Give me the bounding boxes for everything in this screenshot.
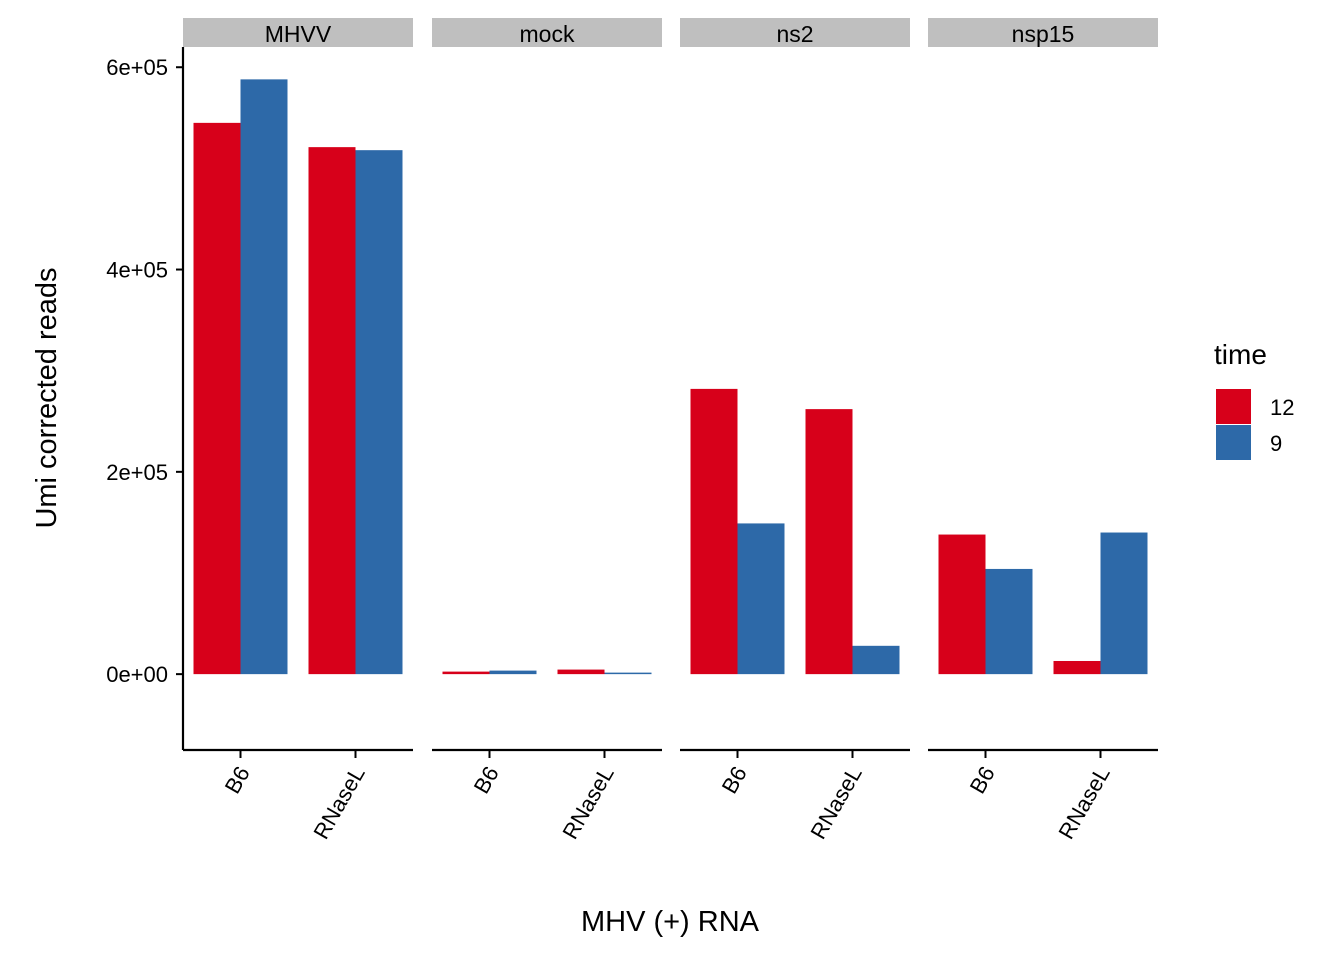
legend-title: time	[1214, 339, 1267, 370]
y-tick-label: 0e+00	[106, 662, 168, 687]
bar-mock-RNaseL-9	[604, 672, 652, 675]
facet-strip-label: nsp15	[1012, 21, 1075, 47]
bar-MHVV-RNaseL-9	[355, 150, 403, 675]
bar-ns2-RNaseL-9	[852, 645, 900, 675]
bar-mock-RNaseL-12	[557, 669, 605, 675]
x-tick-label: RNaseL	[1053, 762, 1114, 843]
bar-nsp15-B6-12	[938, 534, 986, 675]
facet-panel-MHVV: MHVV B6 RNaseL	[183, 18, 413, 843]
bar-ns2-RNaseL-12	[805, 409, 853, 675]
bar-MHVV-RNaseL-12	[308, 147, 356, 675]
y-axis-title: Umi corrected reads	[31, 267, 63, 528]
legend-key-9	[1216, 425, 1251, 460]
bar-MHVV-B6-12	[193, 122, 241, 675]
x-tick-label: RNaseL	[805, 762, 866, 843]
facet-strip-label: ns2	[776, 21, 813, 47]
facet-panel-nsp15: nsp15 B6 RNaseL	[928, 18, 1158, 843]
y-tick-label: 4e+05	[106, 258, 168, 283]
bar-mock-B6-12	[442, 671, 490, 675]
bar-nsp15-RNaseL-9	[1100, 532, 1148, 675]
facet-strip-label: mock	[520, 21, 575, 47]
x-axis-title: MHV (+) RNA	[581, 906, 760, 938]
bar-ns2-B6-12	[690, 388, 738, 675]
legend-key-12	[1216, 389, 1251, 424]
bar-nsp15-B6-9	[985, 568, 1033, 675]
facet-panel-mock: mock B6 RNaseL	[432, 18, 662, 843]
x-tick-label: B6	[469, 762, 504, 798]
legend-label-12: 12	[1270, 395, 1294, 420]
y-tick-label: 6e+05	[106, 55, 168, 80]
facet-strip	[183, 18, 413, 47]
facet-strip	[432, 18, 662, 47]
x-tick-label: B6	[220, 762, 255, 798]
facet-strip-label: MHVV	[265, 21, 332, 47]
y-axis: 0e+00 2e+05 4e+05 6e+05	[106, 47, 185, 750]
facet-panel-ns2: ns2 B6 RNaseL	[680, 18, 910, 843]
bar-nsp15-RNaseL-12	[1053, 660, 1101, 675]
x-tick-label: RNaseL	[557, 762, 618, 843]
bar-mock-B6-9	[489, 670, 537, 675]
legend-label-9: 9	[1270, 431, 1282, 456]
facet-strip	[928, 18, 1158, 47]
x-tick-label: B6	[717, 762, 752, 798]
facet-strip	[680, 18, 910, 47]
x-tick-label: RNaseL	[308, 762, 369, 843]
bar-ns2-B6-9	[737, 523, 785, 675]
y-tick-label: 2e+05	[106, 460, 168, 485]
bar-MHVV-B6-9	[240, 79, 288, 675]
x-tick-label: B6	[965, 762, 1000, 798]
